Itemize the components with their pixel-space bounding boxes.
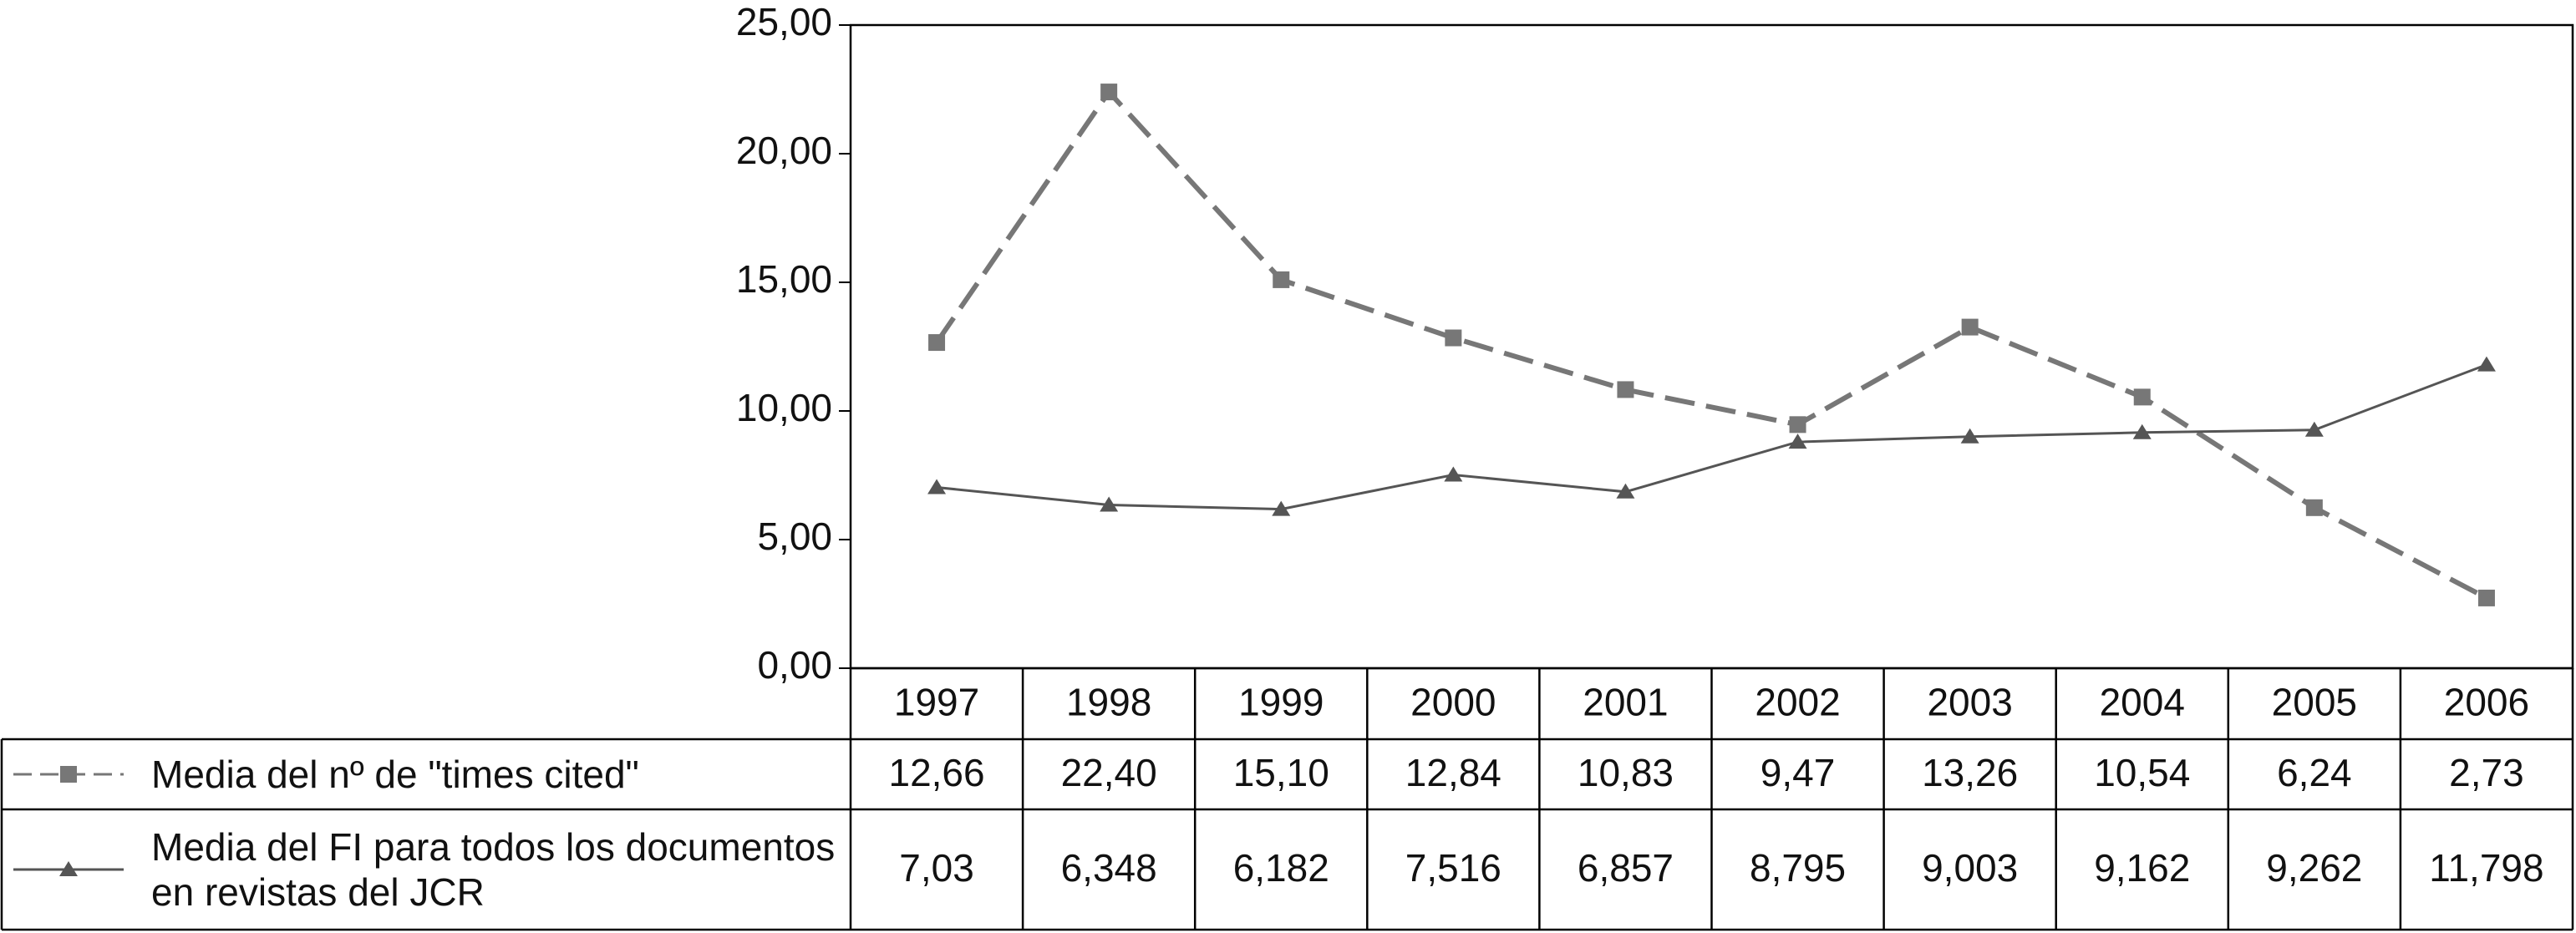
table-value: 12,84	[1405, 751, 1501, 794]
x-tick-label: 2006	[2444, 681, 2529, 724]
y-tick-label: 0,00	[757, 643, 832, 687]
legend-key-marker	[60, 766, 77, 783]
marker	[2132, 423, 2152, 439]
table-value: 15,10	[1233, 751, 1329, 794]
marker	[1445, 329, 1462, 347]
marker	[1788, 434, 1807, 449]
x-tick-label: 1998	[1066, 681, 1151, 724]
x-tick-label: 2003	[1927, 681, 2012, 724]
series-line	[934, 88, 2488, 601]
marker	[1961, 318, 1979, 336]
marker	[2133, 388, 2151, 406]
marker	[1960, 428, 1979, 444]
table-value: 6,348	[1061, 846, 1157, 890]
table-value: 10,83	[1578, 751, 1674, 794]
table-value: 10,54	[2094, 751, 2190, 794]
marker	[1100, 84, 1118, 101]
table-value: 11,798	[2429, 846, 2543, 890]
y-tick-label: 25,00	[736, 0, 832, 43]
marker	[1444, 466, 1463, 482]
y-tick-label: 15,00	[736, 257, 832, 301]
marker	[2305, 499, 2323, 516]
x-tick-label: 2002	[1755, 681, 1840, 724]
y-tick-label: 20,00	[736, 129, 832, 172]
table-value: 7,03	[899, 846, 974, 890]
y-tick-label: 10,00	[736, 386, 832, 429]
marker	[1616, 483, 1635, 499]
table-value: 6,24	[2277, 751, 2352, 794]
table-value: 9,47	[1761, 751, 1836, 794]
marker	[1100, 496, 1119, 512]
marker	[928, 334, 946, 352]
marker	[927, 479, 947, 494]
legend-label: Media del nº de "times cited"	[151, 753, 639, 796]
y-tick-label: 5,00	[757, 515, 832, 558]
marker	[1272, 500, 1291, 516]
x-tick-label: 2004	[2100, 681, 2185, 724]
legend-key-marker	[59, 861, 78, 876]
series-line	[936, 363, 2487, 511]
x-tick-label: 2005	[2272, 681, 2357, 724]
x-tick-label: 2001	[1583, 681, 1668, 724]
table-value: 6,857	[1578, 846, 1674, 890]
marker	[2477, 589, 2495, 606]
plot-frame	[849, 23, 2574, 670]
table-value: 2,73	[2449, 751, 2524, 794]
table-value: 9,262	[2266, 846, 2362, 890]
x-tick-label: 2000	[1410, 681, 1496, 724]
marker	[1617, 381, 1634, 398]
table-value: 9,162	[2094, 846, 2190, 890]
table-value: 22,40	[1061, 751, 1157, 794]
table-value: 9,003	[1922, 846, 2018, 890]
marker	[1789, 416, 1806, 434]
x-tick-label: 1997	[894, 681, 979, 724]
marker	[1273, 271, 1290, 288]
table-value: 8,795	[1750, 846, 1846, 890]
marker	[2477, 356, 2496, 372]
table-value: 13,26	[1922, 751, 2018, 794]
table-value: 12,66	[888, 751, 984, 794]
legend-label: Media del FI para todos los documentos e…	[151, 825, 836, 914]
table-value: 7,516	[1405, 846, 1501, 890]
marker	[2304, 421, 2324, 437]
table-value: 6,182	[1233, 846, 1329, 890]
x-tick-label: 1999	[1238, 681, 1324, 724]
